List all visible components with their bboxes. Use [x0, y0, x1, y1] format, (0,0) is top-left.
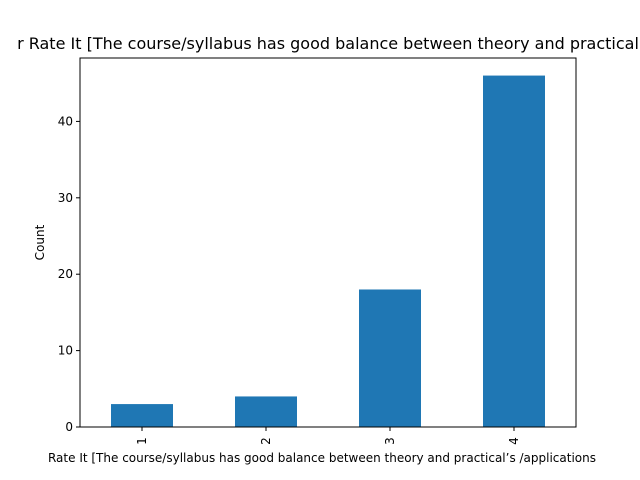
plot-frame: [79, 57, 577, 428]
y-tick-label: 10: [58, 344, 73, 358]
x-tick-label: 4: [507, 437, 521, 445]
bars-group: [111, 75, 545, 428]
x-axis-label: Rate It [The course/syllabus has good ba…: [48, 451, 596, 465]
y-tick-label: 0: [65, 420, 73, 434]
bar-3: [359, 289, 421, 427]
x-tick-label: 1: [135, 437, 149, 445]
y-ticks-group: 0 10 20 30 40: [58, 114, 80, 434]
x-ticks-group: 1 2 3 4: [135, 427, 521, 445]
bar-4: [483, 75, 545, 428]
y-tick-label: 30: [58, 191, 73, 205]
y-tick-label: 40: [58, 114, 73, 128]
bar-1: [111, 404, 173, 427]
y-tick-label: 20: [58, 267, 73, 281]
x-tick-label: 3: [383, 437, 397, 445]
x-tick-label: 2: [259, 437, 273, 445]
y-axis-label: Count: [33, 224, 47, 260]
chart-title: r Rate It [The course/syllabus has good …: [17, 34, 639, 53]
bar-2: [235, 396, 297, 427]
